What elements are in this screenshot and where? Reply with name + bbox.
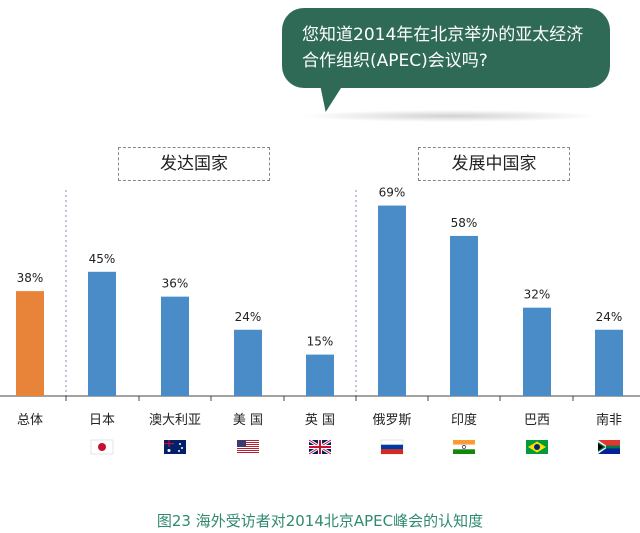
category-label-2: 澳大利亚: [149, 412, 201, 428]
data-label-3: 24%: [235, 310, 262, 324]
category-label-1: 日本: [89, 413, 115, 428]
bar-3: [234, 329, 262, 396]
bubble-shadow: [300, 110, 600, 122]
category-label-6: 印度: [451, 412, 477, 428]
data-label-5: 69%: [379, 186, 406, 200]
australia-flag-icon: [164, 440, 186, 454]
data-label-4: 15%: [307, 335, 334, 349]
data-label-6: 58%: [451, 216, 478, 230]
data-label-8: 24%: [596, 310, 623, 324]
bar-7: [523, 307, 551, 396]
data-label-7: 32%: [524, 288, 551, 302]
south-africa-flag-icon: [598, 440, 620, 454]
bar-4: [306, 354, 334, 396]
question-bubble: 您知道2014年在北京举办的亚太经济 合作组织(APEC)会议吗?: [282, 8, 610, 88]
question-line-2: 合作组织(APEC)会议吗?: [302, 51, 488, 71]
category-label-5: 俄罗斯: [372, 413, 411, 428]
russia-flag-icon: [380, 439, 404, 455]
bar-2: [161, 296, 189, 396]
data-label-1: 45%: [89, 252, 116, 266]
category-label-7: 巴西: [524, 413, 550, 428]
uk-flag-icon: [308, 438, 332, 456]
category-label-0: 总体: [17, 413, 43, 428]
bar-6: [450, 235, 478, 396]
bar-8: [595, 329, 623, 396]
usa-flag-icon: [237, 440, 259, 454]
bar-1: [88, 271, 116, 396]
data-label-2: 36%: [162, 277, 189, 291]
bar-5: [378, 205, 406, 396]
brazil-flag-icon: [526, 440, 548, 454]
bubble-tail: [315, 86, 343, 112]
india-flag-icon: [453, 440, 475, 454]
developed-group-label: 发达国家: [118, 147, 270, 181]
bar-0: [16, 291, 44, 396]
data-label-0: 38%: [17, 271, 44, 285]
question-text: 您知道2014年在北京举办的亚太经济 合作组织(APEC)会议吗?: [302, 22, 594, 74]
category-label-8: 南非: [596, 412, 622, 428]
category-label-3: 美 国: [233, 413, 263, 428]
japan-flag-icon: [90, 439, 114, 455]
category-label-4: 英 国: [305, 413, 335, 428]
question-line-1: 您知道2014年在北京举办的亚太经济: [302, 25, 584, 45]
figure-caption: 图23 海外受访者对2014北京APEC峰会的认知度: [156, 512, 484, 530]
developing-group-label: 发展中国家: [418, 147, 570, 181]
